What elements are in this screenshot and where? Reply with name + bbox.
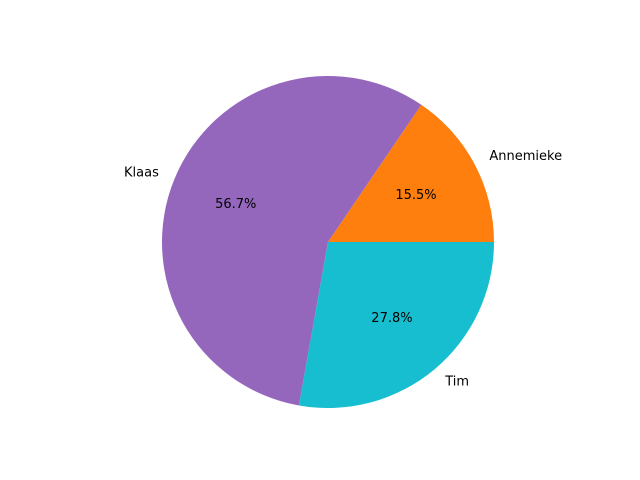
pie-slice-label-klaas: Klaas xyxy=(124,166,159,181)
pie-slice-tim xyxy=(298,242,494,409)
pie-slice-klaas xyxy=(162,76,422,406)
pie-percent-label-tim: 27.8% xyxy=(371,311,412,326)
pie-percent-label-klaas: 56.7% xyxy=(215,197,256,212)
pie-slices xyxy=(162,76,494,409)
pie-percent-label-annemieke: 15.5% xyxy=(395,188,436,203)
pie-slice-annemieke xyxy=(328,104,494,243)
pie-slice-label-tim: Tim xyxy=(444,374,469,389)
pie-slice-label-annemieke: Annemieke xyxy=(489,149,562,164)
pie-labels: 15.5% Annemieke 56.7% Klaas 27.8% Tim xyxy=(124,149,562,389)
